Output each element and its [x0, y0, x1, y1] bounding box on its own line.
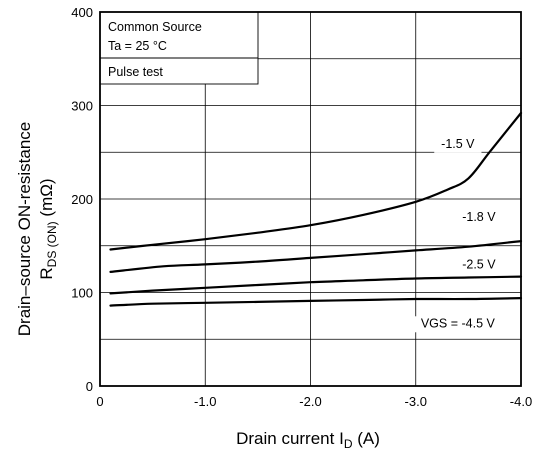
series-label-backing	[455, 257, 503, 274]
series-line-2	[109, 240, 523, 273]
y-axis-symbol-subscript: DS (ON)	[45, 221, 59, 267]
y-tick-label: 200	[71, 192, 93, 207]
x-axis-unit: (A)	[357, 429, 380, 448]
y-axis-unit: (mΩ)	[37, 178, 56, 216]
x-tick-label: -1.0	[194, 394, 216, 409]
series-label-3: -2.5 V	[462, 258, 496, 272]
y-tick-label: 400	[71, 5, 93, 20]
series-label-4: VGS = -4.5 V	[421, 317, 496, 331]
y-axis-title-text: Drain–source ON-resistance	[15, 122, 34, 336]
series-line-3	[109, 275, 523, 295]
series-line-1	[109, 111, 523, 251]
plot-frame	[99, 11, 522, 387]
y-axis-title-line1: Drain–source ON-resistance	[15, 122, 34, 336]
x-axis-title-text: Drain current	[236, 429, 335, 448]
series-labels: -1.5 V -1.8 V -2.5 V VGS = -4.5 V	[412, 136, 504, 333]
y-axis-symbol: R	[37, 267, 56, 279]
x-axis-symbol-subscript: D	[344, 437, 353, 451]
condition-common-source: Common Source	[108, 20, 202, 34]
y-tick-label: 0	[86, 379, 93, 394]
series-line-4	[109, 297, 523, 307]
series-label-2: -1.8 V	[462, 210, 496, 224]
x-axis-symbol: I	[339, 429, 344, 448]
x-axis-title: Drain current ID (A)	[236, 429, 380, 451]
conditions-box: Common Source Ta = 25 °C Pulse test	[99, 11, 259, 85]
series-label-backing	[434, 136, 482, 153]
y-tick-labels: 0 100 200 300 400	[71, 5, 93, 394]
series	[109, 111, 523, 307]
y-tick-label: 300	[71, 99, 93, 114]
x-tick-label: 0	[96, 394, 103, 409]
condition-temperature: Ta = 25 °C	[108, 39, 167, 53]
x-tick-label: -4.0	[510, 394, 532, 409]
x-tick-labels: 0 -1.0 -2.0 -3.0 -4.0	[96, 394, 532, 409]
series-label-backing	[455, 209, 503, 226]
y-tick-label: 100	[71, 286, 93, 301]
series-label-1: -1.5 V	[441, 137, 475, 151]
condition-pulse-test: Pulse test	[108, 65, 163, 79]
series-label-backing	[412, 316, 504, 333]
x-tick-label: -3.0	[405, 394, 427, 409]
x-tick-label: -2.0	[299, 394, 321, 409]
y-axis-title-line2: RDS (ON) (mΩ)	[37, 178, 59, 279]
